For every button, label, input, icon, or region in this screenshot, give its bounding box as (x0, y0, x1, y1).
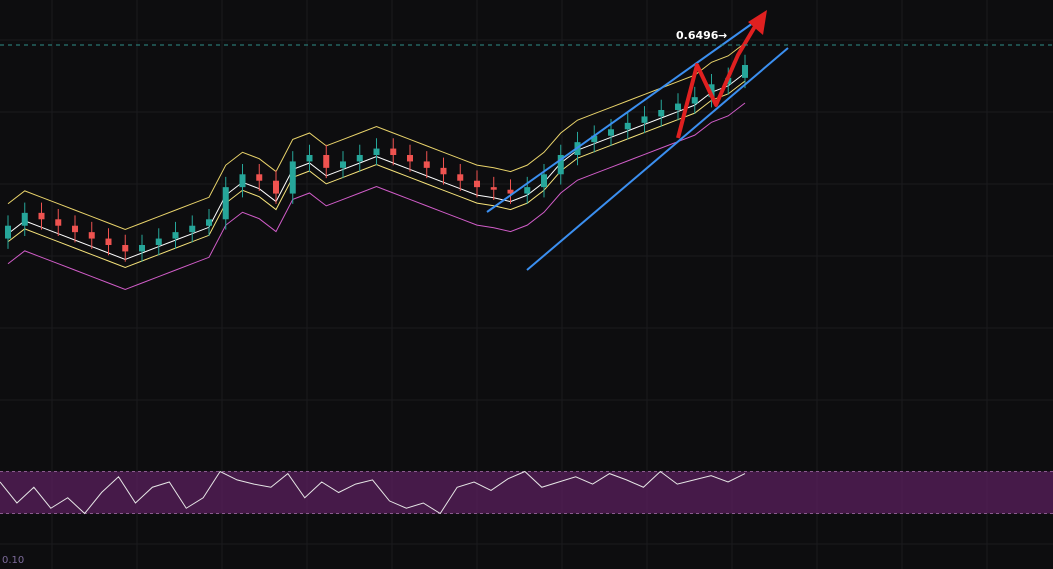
candle-body (273, 180, 279, 194)
prediction-arrows (676, 10, 767, 139)
candle-body (55, 219, 62, 226)
candle-body (21, 212, 28, 226)
candle-body (423, 161, 430, 168)
candle-body (239, 174, 246, 188)
candle-body (139, 245, 145, 252)
candle-body (742, 65, 748, 78)
candle-body (474, 180, 480, 188)
candle-body (608, 129, 614, 136)
bb-lower-line (7, 102, 746, 290)
rsi-panel (0, 470, 1053, 515)
candle-body (88, 232, 95, 239)
arrow-path (676, 16, 762, 139)
bb-upper-line (7, 42, 746, 230)
channel-upper-line (486, 17, 761, 213)
candle-body (407, 155, 413, 162)
candle-body (675, 103, 681, 110)
rsi-line (0, 470, 746, 515)
candle-body (691, 97, 698, 104)
candle-body (122, 245, 129, 252)
candle-body (323, 155, 330, 168)
candle-body (206, 219, 212, 226)
candle-body (340, 161, 346, 168)
candle-body (72, 225, 78, 233)
candle-body (658, 110, 665, 117)
price-arrow-glyph: → (718, 29, 727, 42)
candle-body (356, 155, 363, 162)
candle-body (155, 238, 162, 245)
rsi-value-label: 0.10 (2, 555, 24, 566)
rsi-band (0, 471, 1053, 514)
candle-body (172, 232, 179, 239)
candle-body (5, 225, 11, 239)
candle-body (222, 187, 229, 220)
candle-body (38, 212, 45, 220)
candle-body (557, 155, 564, 175)
price-level-label: 0.6496 (676, 29, 719, 42)
candle-body (440, 167, 447, 175)
candle-body (105, 238, 112, 245)
candle-body (189, 225, 196, 233)
candle-body (507, 189, 514, 194)
candle-body (306, 155, 313, 162)
candle-body (708, 84, 715, 98)
candle-body (524, 187, 531, 194)
channel-lower-line (526, 47, 789, 271)
arrow-head (748, 10, 767, 35)
candle-body (373, 148, 380, 155)
candles (5, 54, 748, 262)
candle-body (624, 122, 631, 130)
candle-body (541, 174, 547, 188)
candle-body (457, 174, 464, 181)
candle-body (289, 161, 296, 194)
candle-body (256, 174, 263, 181)
trend-channel (486, 17, 789, 271)
candle-body (641, 116, 648, 123)
candle-body (390, 148, 397, 155)
candle-body (490, 187, 497, 190)
candle-body (591, 135, 598, 143)
